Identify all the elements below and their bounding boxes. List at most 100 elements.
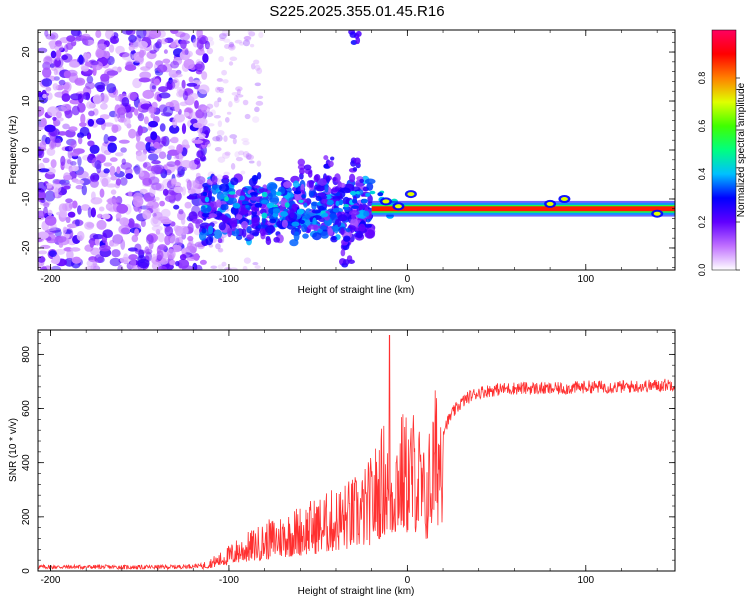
spectrogram-blob bbox=[40, 117, 47, 127]
spectrogram-blob bbox=[151, 225, 163, 232]
snr-y-tick-label: 0 bbox=[21, 568, 32, 574]
spectrogram-blob bbox=[47, 106, 59, 117]
spectrogram-blob bbox=[246, 234, 255, 240]
spectrogram-blob bbox=[369, 190, 376, 195]
spectrogram-blob bbox=[164, 225, 174, 237]
spectrogram-blob bbox=[234, 151, 240, 158]
spectrogram-blob bbox=[223, 171, 230, 176]
spectrogram-blob bbox=[96, 219, 107, 230]
spectrogram-x-tick-label: 0 bbox=[405, 274, 411, 285]
snr-y-tick-label: 800 bbox=[21, 346, 32, 363]
spectrogram-blob bbox=[121, 158, 127, 165]
spectrogram-blob bbox=[301, 224, 308, 233]
spectrogram-blob bbox=[76, 231, 85, 241]
spectrogram-blob bbox=[249, 192, 258, 196]
spectrogram-blob bbox=[68, 126, 78, 132]
colorbar-tick-label: 0.8 bbox=[697, 72, 707, 85]
spectrogram-blob bbox=[194, 100, 199, 109]
spectrogram-blob bbox=[38, 124, 45, 131]
spectrogram-blob bbox=[241, 200, 249, 205]
spectrogram-blob bbox=[115, 45, 125, 55]
spectrogram-blob bbox=[207, 123, 215, 127]
spectrogram-blob bbox=[265, 237, 272, 245]
spectrogram-blob bbox=[264, 225, 276, 234]
spectrogram-blob bbox=[217, 238, 223, 244]
spectrogram-blob bbox=[86, 222, 95, 228]
spectrogram-blob bbox=[79, 126, 90, 137]
spectrogram-blob bbox=[204, 196, 210, 203]
spectrogram-blob bbox=[228, 41, 235, 48]
spectrogram-blob bbox=[109, 257, 122, 267]
spectrogram-blob bbox=[114, 111, 119, 123]
spectrogram-blob bbox=[152, 206, 160, 214]
spectrogram-blob bbox=[128, 128, 137, 139]
spectrogram-blob bbox=[242, 39, 251, 47]
spectrogram-blob bbox=[71, 151, 80, 156]
spectrogram-blob bbox=[42, 157, 50, 163]
spectrogram-blob bbox=[96, 213, 104, 219]
spectrogram-blob bbox=[99, 244, 111, 252]
spectrogram-blob bbox=[350, 190, 357, 196]
spectrogram-blob bbox=[158, 92, 171, 99]
spectrogram-blob bbox=[153, 141, 160, 149]
spectrogram-blob bbox=[382, 199, 390, 204]
spectrogram-blob bbox=[134, 249, 146, 255]
spectrogram-blob bbox=[109, 35, 120, 45]
spectrogram-blob bbox=[211, 175, 218, 184]
spectrogram-blob bbox=[167, 248, 176, 260]
spectrogram-blob bbox=[201, 71, 208, 80]
spectrogram-blob bbox=[221, 69, 228, 76]
spectrogram-blob bbox=[243, 36, 252, 40]
colorbar-tick-label: 0.2 bbox=[697, 216, 707, 229]
spectrogram-blob bbox=[229, 134, 238, 139]
spectrogram-blob bbox=[71, 165, 79, 172]
spectrogram-blob bbox=[142, 209, 152, 220]
spectrogram-blob bbox=[135, 141, 146, 151]
spectrogram-blob bbox=[65, 216, 71, 223]
spectrogram-blob bbox=[84, 265, 97, 270]
spectrogram-blob bbox=[109, 157, 118, 162]
spectrogram-blob bbox=[50, 159, 57, 169]
snr-axes-ticks: -200 -100 0 100 0 200 400 600 800 bbox=[21, 330, 675, 586]
spectrogram-blob bbox=[120, 239, 126, 251]
spectrogram-blob bbox=[131, 234, 139, 243]
spectrogram-blob bbox=[239, 195, 246, 201]
spectrogram-blob bbox=[359, 178, 365, 183]
spectrogram-blob bbox=[66, 35, 76, 42]
spectrogram-blob bbox=[140, 219, 146, 228]
spectrogram-blob bbox=[82, 92, 91, 100]
spectrogram-blob bbox=[188, 93, 199, 100]
spectrogram-blob bbox=[164, 37, 174, 44]
spectrogram-blob bbox=[361, 198, 368, 204]
snr-x-label: Height of straight line (km) bbox=[298, 586, 415, 597]
spectrogram-blob bbox=[230, 163, 236, 170]
spectrogram-blob bbox=[58, 203, 68, 214]
spectrogram-blob bbox=[100, 73, 110, 82]
spectrogram-blob bbox=[394, 204, 402, 209]
spectrogram-blob bbox=[299, 167, 305, 175]
spectrogram-blob bbox=[230, 206, 239, 215]
spectrogram-blob bbox=[62, 123, 70, 130]
spectrogram-blob bbox=[335, 200, 340, 207]
spectrogram-blob bbox=[216, 130, 225, 136]
spectrogram-blob bbox=[222, 203, 229, 211]
spectrogram-blob bbox=[235, 156, 243, 162]
spectrogram-blob bbox=[224, 117, 230, 123]
spectrogram-blob bbox=[303, 202, 308, 208]
spectrogram-blob bbox=[116, 203, 129, 214]
spectrogram-blob bbox=[198, 84, 210, 95]
snr-x-tick-label: -200 bbox=[40, 575, 60, 586]
spectrogram-blob bbox=[365, 192, 371, 197]
spectrogram-blob bbox=[216, 78, 224, 83]
spectrogram-blob bbox=[232, 202, 241, 209]
spectrogram-blob bbox=[210, 109, 216, 116]
spectrogram-blob bbox=[58, 79, 66, 86]
spectrogram-blob bbox=[150, 112, 155, 119]
spectrogram-blob bbox=[80, 113, 86, 125]
spectrogram-blob bbox=[174, 190, 182, 202]
spectrogram-blob bbox=[63, 174, 73, 181]
spectrogram-blob bbox=[249, 43, 255, 48]
spectrogram-blob bbox=[147, 153, 159, 161]
spectrogram-blob bbox=[55, 248, 66, 255]
spectrogram-blob bbox=[222, 32, 231, 37]
